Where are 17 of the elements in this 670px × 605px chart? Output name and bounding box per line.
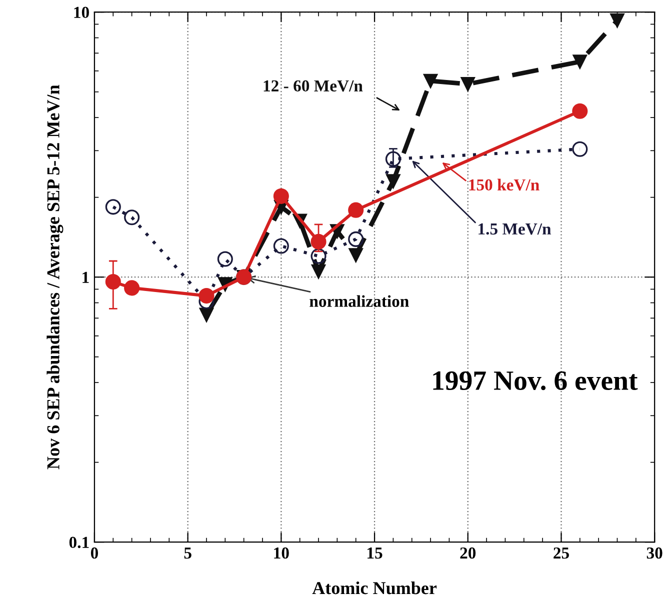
legend-label: 150 keV/n [469, 178, 540, 191]
x-tick-label: 10 [274, 547, 289, 559]
x-tick-label: 0 [90, 547, 98, 559]
x-tick-label: 5 [184, 548, 192, 559]
annotation: 1997 Nov. 6 event [433, 371, 638, 390]
y-tick-label: 10 [74, 6, 89, 18]
x-tick-label: 20 [460, 547, 476, 559]
y-tick-label: 1 [82, 272, 89, 283]
x-tick-label: 15 [368, 548, 382, 559]
annotation: normalization [310, 295, 409, 307]
x-axis-title: Atomic Number [312, 582, 437, 594]
text: 1.5 MeV/n [478, 223, 552, 235]
y-axis-title: Nov 6 SEP abundances / Average SEP 5-12 MeV/n [46, 84, 64, 470]
text: 12 - 60 MeV/n [264, 80, 363, 92]
x-tick-label: 25 [554, 547, 569, 559]
y-tick-label: 0.1 [69, 536, 89, 548]
x-tick-label: 30 [646, 547, 662, 559]
